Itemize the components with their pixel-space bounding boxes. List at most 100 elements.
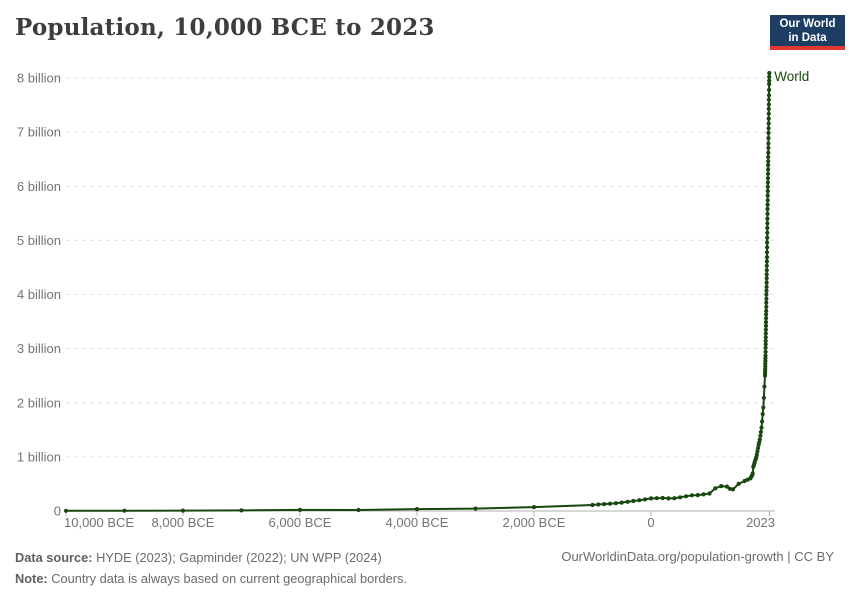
data-point[interactable] xyxy=(765,216,770,221)
data-point[interactable] xyxy=(767,70,772,76)
data-point[interactable] xyxy=(766,136,771,141)
data-point[interactable] xyxy=(754,452,759,457)
data-point[interactable] xyxy=(473,506,478,511)
data-point[interactable] xyxy=(755,449,760,454)
data-point[interactable] xyxy=(764,280,769,285)
data-point[interactable] xyxy=(765,189,770,194)
data-point[interactable] xyxy=(643,497,648,502)
data-point[interactable] xyxy=(637,498,642,503)
data-point[interactable] xyxy=(758,429,764,435)
data-point[interactable] xyxy=(766,141,771,146)
data-point[interactable] xyxy=(766,163,771,168)
data-point[interactable] xyxy=(596,502,601,507)
data-point[interactable] xyxy=(763,327,769,332)
data-point[interactable] xyxy=(750,471,755,476)
data-point[interactable] xyxy=(765,221,770,226)
data-point[interactable] xyxy=(764,284,769,289)
data-point[interactable] xyxy=(760,412,765,417)
data-point[interactable] xyxy=(730,487,736,492)
data-point[interactable] xyxy=(766,121,771,126)
data-point[interactable] xyxy=(765,230,770,235)
data-point[interactable] xyxy=(767,74,772,79)
data-point[interactable] xyxy=(763,349,768,354)
data-point[interactable] xyxy=(766,111,771,116)
data-point[interactable] xyxy=(648,496,654,501)
data-point[interactable] xyxy=(531,505,537,510)
data-point[interactable] xyxy=(766,106,771,111)
data-point[interactable] xyxy=(765,193,770,198)
data-point[interactable] xyxy=(63,508,69,513)
data-point[interactable] xyxy=(654,496,659,501)
data-point[interactable] xyxy=(713,486,718,491)
footer-link[interactable]: OurWorldinData.org/population-growth | C… xyxy=(561,549,834,564)
data-point[interactable] xyxy=(724,484,730,489)
world-line[interactable] xyxy=(65,72,771,512)
data-point[interactable] xyxy=(765,202,770,207)
data-point[interactable] xyxy=(766,130,771,135)
data-point[interactable] xyxy=(764,263,769,268)
data-point[interactable] xyxy=(414,507,420,512)
data-point[interactable] xyxy=(760,419,765,424)
data-point[interactable] xyxy=(765,171,771,176)
data-point[interactable] xyxy=(765,240,770,245)
data-point[interactable] xyxy=(684,494,689,499)
data-point[interactable] xyxy=(239,508,244,513)
data-point[interactable] xyxy=(767,87,772,92)
data-point[interactable] xyxy=(625,499,630,504)
data-point[interactable] xyxy=(765,225,770,230)
data-point[interactable] xyxy=(755,446,761,451)
data-point[interactable] xyxy=(765,198,770,203)
data-point[interactable] xyxy=(764,300,769,305)
data-point[interactable] xyxy=(765,206,770,212)
data-point[interactable] xyxy=(619,500,624,505)
data-point[interactable] xyxy=(766,167,771,172)
data-point[interactable] xyxy=(719,484,724,489)
data-point[interactable] xyxy=(763,323,769,328)
data-point[interactable] xyxy=(689,493,695,498)
data-point[interactable] xyxy=(758,433,763,438)
data-point[interactable] xyxy=(765,184,770,189)
data-point[interactable] xyxy=(765,180,771,185)
data-point[interactable] xyxy=(763,338,768,344)
data-point[interactable] xyxy=(765,211,770,216)
data-point[interactable] xyxy=(762,384,767,389)
data-point[interactable] xyxy=(761,395,767,400)
data-point[interactable] xyxy=(764,304,769,309)
data-point[interactable] xyxy=(766,93,772,98)
data-point[interactable] xyxy=(766,159,771,164)
data-point[interactable] xyxy=(764,296,769,301)
data-point[interactable] xyxy=(180,508,186,513)
data-point[interactable] xyxy=(765,245,770,250)
data-point[interactable] xyxy=(759,425,764,430)
data-point[interactable] xyxy=(766,97,772,102)
data-point[interactable] xyxy=(764,250,770,255)
data-point[interactable] xyxy=(767,78,772,83)
data-point[interactable] xyxy=(602,502,607,507)
data-point[interactable] xyxy=(695,493,700,498)
data-point[interactable] xyxy=(764,276,769,281)
data-point[interactable] xyxy=(766,150,771,155)
data-point[interactable] xyxy=(613,501,619,506)
chart-canvas[interactable]: 0 1 billion 2 billion 3 billion 4 billion 5 b… xyxy=(0,0,850,545)
data-point[interactable] xyxy=(590,502,595,508)
data-point[interactable] xyxy=(764,272,769,277)
data-point[interactable] xyxy=(356,507,361,513)
data-point[interactable] xyxy=(764,316,769,321)
data-point[interactable] xyxy=(764,288,769,293)
owid-logo[interactable]: Our World in Data xyxy=(770,15,845,50)
data-point[interactable] xyxy=(707,491,712,496)
data-point[interactable] xyxy=(763,345,768,350)
data-point[interactable] xyxy=(764,292,769,297)
data-point[interactable] xyxy=(764,255,770,260)
data-point[interactable] xyxy=(766,116,771,121)
data-point[interactable] xyxy=(766,145,771,150)
data-point[interactable] xyxy=(297,507,303,512)
data-point[interactable] xyxy=(607,501,613,506)
data-point[interactable] xyxy=(766,102,772,107)
data-point[interactable] xyxy=(678,495,683,500)
data-point[interactable] xyxy=(763,335,768,340)
data-point[interactable] xyxy=(763,342,768,347)
data-point[interactable] xyxy=(736,481,741,486)
data-point[interactable] xyxy=(765,176,771,181)
data-point[interactable] xyxy=(764,259,770,264)
